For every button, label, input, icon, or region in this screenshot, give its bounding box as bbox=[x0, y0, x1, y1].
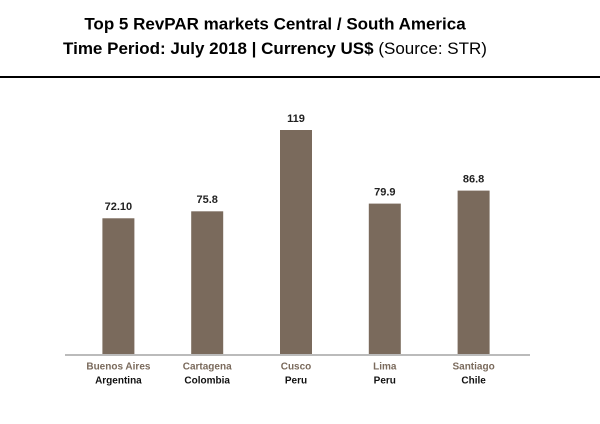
subtitle: Time Period: July 2018 | Currency US$ bbox=[63, 39, 374, 58]
value-label: 119 bbox=[287, 113, 305, 125]
x-tick-sublabel: Chile bbox=[461, 376, 486, 387]
bar bbox=[280, 130, 312, 354]
x-tick-sublabel: Colombia bbox=[184, 376, 230, 387]
bar bbox=[457, 190, 490, 354]
bar bbox=[102, 218, 135, 354]
chart-subtitle: Time Period: July 2018 | Currency US$ (S… bbox=[63, 39, 487, 58]
x-tick-label: Santiago bbox=[452, 362, 494, 373]
x-tick-label: Cartagena bbox=[183, 362, 232, 373]
x-tick-label: Cusco bbox=[281, 362, 312, 373]
x-tick-label: Buenos Aires bbox=[86, 362, 151, 373]
bar bbox=[368, 203, 401, 354]
x-tick-sublabel: Peru bbox=[285, 376, 307, 387]
bar bbox=[191, 211, 224, 354]
value-label: 79.9 bbox=[374, 187, 395, 199]
value-label: 86.8 bbox=[463, 174, 484, 186]
source: (Source: STR) bbox=[378, 39, 487, 58]
value-label: 75.8 bbox=[196, 194, 217, 206]
x-tick-sublabel: Argentina bbox=[95, 376, 142, 387]
x-tick-label: Lima bbox=[373, 362, 397, 373]
x-tick-sublabel: Peru bbox=[374, 376, 396, 387]
chart-title: Top 5 RevPAR markets Central / South Ame… bbox=[84, 14, 466, 33]
value-label: 72.10 bbox=[105, 201, 133, 213]
